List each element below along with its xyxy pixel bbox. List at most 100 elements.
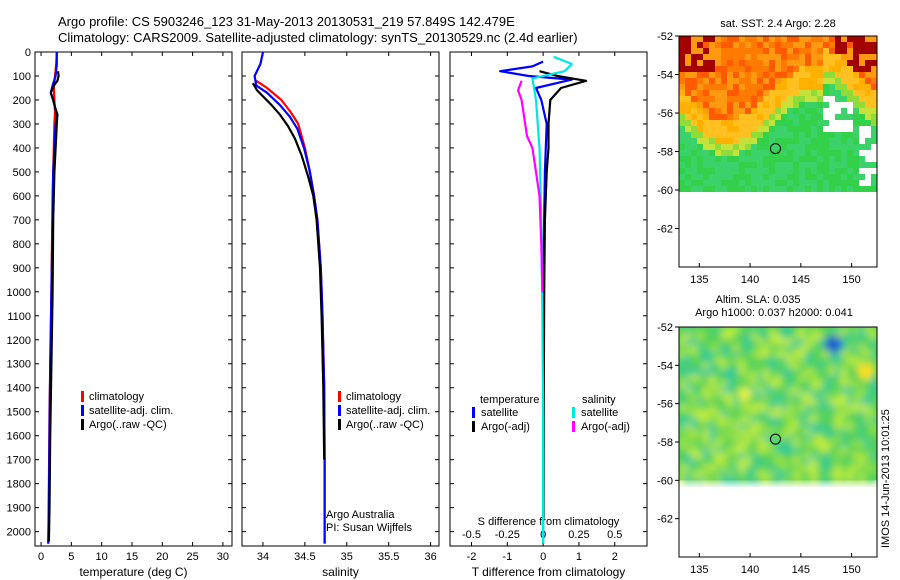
heatmap-cell	[799, 120, 805, 126]
heatmap-cell	[739, 78, 745, 84]
heatmap-cell	[733, 90, 739, 96]
heatmap-cell	[817, 357, 823, 363]
heatmap-cell	[697, 477, 703, 483]
heatmap-cell	[835, 471, 841, 477]
heatmap-cell	[757, 150, 763, 156]
y-tick-label: 1200	[7, 335, 31, 347]
heatmap-cell	[691, 435, 697, 441]
heatmap-cell	[715, 180, 721, 186]
heatmap-cell	[751, 120, 757, 126]
heatmap-cell	[871, 54, 877, 60]
heatmap-cell	[865, 435, 871, 441]
heatmap-cell	[727, 66, 733, 72]
heatmap-cell	[841, 120, 847, 126]
heatmap-cell	[715, 345, 721, 351]
heatmap-cell	[739, 435, 745, 441]
heatmap-cell	[847, 471, 853, 477]
heatmap-cell	[799, 327, 805, 333]
heatmap-cell	[739, 144, 745, 150]
heatmap-cell	[853, 78, 859, 84]
heatmap-cell	[685, 345, 691, 351]
heatmap-cell	[709, 471, 715, 477]
heatmap-cell	[703, 180, 709, 186]
heatmap-cell	[871, 132, 877, 138]
heatmap-cell	[727, 36, 733, 42]
heatmap-cell	[805, 132, 811, 138]
heatmap-cell	[727, 399, 733, 405]
heatmap-cell	[853, 90, 859, 96]
heatmap-cell	[739, 345, 745, 351]
heatmap-cell	[727, 393, 733, 399]
heatmap-cell	[715, 96, 721, 102]
heatmap-cell	[763, 114, 769, 120]
heatmap-cell	[751, 459, 757, 465]
heatmap-cell	[787, 150, 793, 156]
heatmap-cell	[757, 138, 763, 144]
heatmap-cell	[823, 357, 829, 363]
heatmap-cell	[787, 126, 793, 132]
heatmap-cell	[727, 477, 733, 483]
legend-swatch	[572, 421, 575, 432]
heatmap-cell	[757, 102, 763, 108]
heatmap-cell	[775, 108, 781, 114]
heatmap-cell	[811, 186, 817, 192]
heatmap-cell	[775, 156, 781, 162]
heatmap-cell	[817, 381, 823, 387]
heatmap-cell	[727, 84, 733, 90]
heatmap-cell	[793, 369, 799, 375]
heatmap-cell	[823, 90, 829, 96]
heatmap-cell	[841, 423, 847, 429]
heatmap-cell	[715, 132, 721, 138]
heatmap-cell	[685, 180, 691, 186]
heatmap-cell	[805, 120, 811, 126]
heatmap-cell	[811, 54, 817, 60]
heatmap-cell	[721, 411, 727, 417]
heatmap-cell	[865, 156, 871, 162]
heatmap-cell	[757, 459, 763, 465]
heatmap-cell	[691, 108, 697, 114]
heatmap-cell	[691, 78, 697, 84]
heatmap-cell	[727, 429, 733, 435]
heatmap-cell	[787, 48, 793, 54]
heatmap-cell	[865, 447, 871, 453]
heatmap-cell	[799, 138, 805, 144]
heatmap-cell	[823, 36, 829, 42]
heatmap-cell	[709, 96, 715, 102]
x-tick-label: 25	[186, 551, 198, 563]
heatmap-cell	[829, 375, 835, 381]
heatmap-cell	[799, 357, 805, 363]
heatmap-cell	[721, 447, 727, 453]
heatmap-cell	[865, 423, 871, 429]
heatmap-cell	[865, 339, 871, 345]
heatmap-cell	[721, 96, 727, 102]
heatmap-cell	[835, 96, 841, 102]
heatmap-cell	[811, 363, 817, 369]
heatmap-cell	[745, 150, 751, 156]
heatmap-cell	[733, 156, 739, 162]
heatmap-cell	[847, 120, 853, 126]
heatmap-cell	[775, 465, 781, 471]
heatmap-cell	[751, 60, 757, 66]
heatmap-cell	[751, 54, 757, 60]
heatmap-cell	[709, 459, 715, 465]
heatmap-cell	[703, 156, 709, 162]
heatmap-cell	[751, 78, 757, 84]
heatmap-cell	[847, 327, 853, 333]
heatmap-cell	[811, 435, 817, 441]
heatmap-cell	[811, 357, 817, 363]
heatmap-cell	[685, 84, 691, 90]
heatmap-cell	[775, 399, 781, 405]
heatmap-cell	[679, 471, 685, 477]
heatmap-cell	[685, 72, 691, 78]
heatmap-cell	[853, 357, 859, 363]
heatmap-cell	[781, 447, 787, 453]
heatmap-cell	[793, 60, 799, 66]
heatmap-cell	[799, 96, 805, 102]
heatmap-cell	[781, 327, 787, 333]
heatmap-cell	[811, 417, 817, 423]
heatmap-cell	[733, 375, 739, 381]
heatmap-cell	[751, 48, 757, 54]
heatmap-cell	[757, 375, 763, 381]
heatmap-cell	[739, 120, 745, 126]
x-tick-label: 35.5	[378, 551, 399, 563]
